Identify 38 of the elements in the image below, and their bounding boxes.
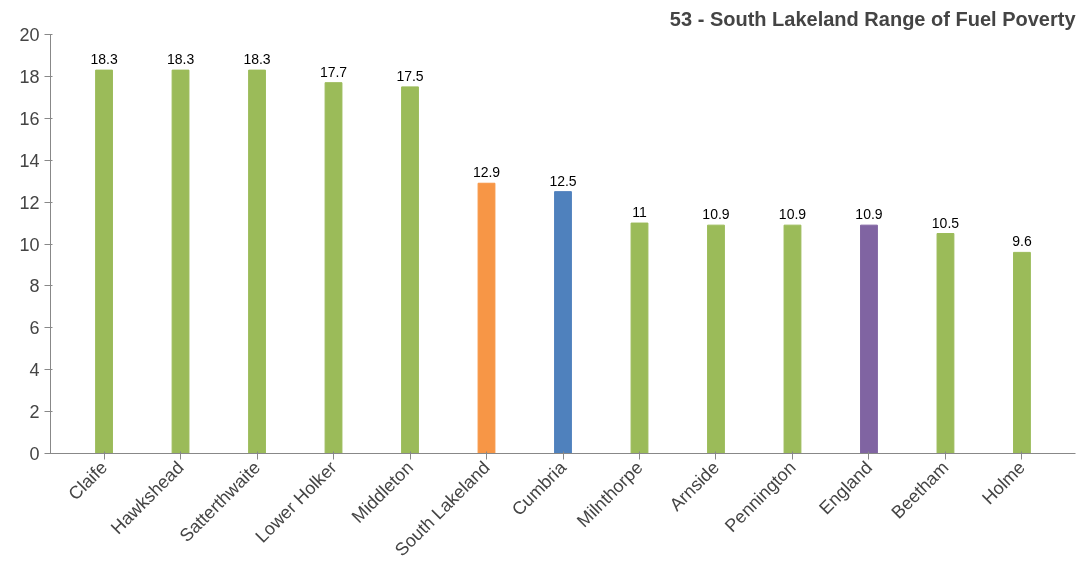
data-label: 11 <box>632 204 647 221</box>
bar <box>1013 251 1031 454</box>
bar <box>248 69 266 454</box>
y-tick-label: 18 <box>19 66 40 87</box>
data-label: 18.3 <box>90 51 118 68</box>
data-label: 10.9 <box>778 206 807 223</box>
y-tick-label: 10 <box>19 234 40 255</box>
data-label: 17.7 <box>319 63 348 80</box>
bar <box>630 222 649 454</box>
data-label: 10.9 <box>855 206 883 223</box>
bar <box>783 224 802 454</box>
bar <box>477 182 496 454</box>
chart-title: 53 - South Lakeland Range of Fuel Poverty <box>669 7 1077 30</box>
bar <box>95 69 113 454</box>
y-tick-label: 8 <box>29 276 40 297</box>
data-label: 12.5 <box>549 172 577 189</box>
y-tick-label: 0 <box>29 444 40 464</box>
y-tick-label: 12 <box>19 192 40 213</box>
data-label: 10.9 <box>702 206 730 223</box>
data-label: 18.3 <box>166 51 195 68</box>
bar <box>936 233 955 454</box>
bar <box>707 224 725 454</box>
y-tick-label: 2 <box>29 402 40 423</box>
bar <box>554 191 572 454</box>
bar <box>401 86 419 454</box>
y-tick-label: 14 <box>19 150 40 171</box>
y-tick-label: 20 <box>19 25 40 45</box>
data-label: 18.3 <box>243 51 271 68</box>
bar <box>860 224 878 454</box>
y-tick-label: 4 <box>29 360 40 381</box>
y-tick-label: 16 <box>19 108 40 129</box>
data-label: 17.5 <box>396 67 424 84</box>
bar <box>171 69 190 454</box>
bar <box>324 82 343 454</box>
data-label: 10.5 <box>931 214 960 231</box>
y-tick-label: 6 <box>29 318 40 339</box>
data-label: 9.6 <box>1012 233 1032 250</box>
data-label: 12.9 <box>472 164 501 181</box>
